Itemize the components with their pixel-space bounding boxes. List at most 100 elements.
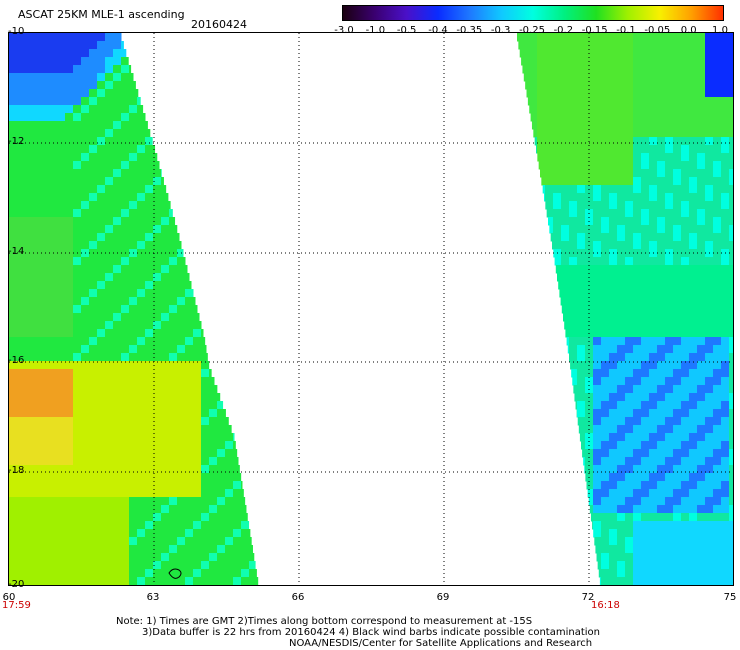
swath-cell — [657, 393, 666, 402]
swath-cell — [673, 217, 682, 226]
swath-cell — [121, 169, 130, 178]
swath-cell — [577, 105, 586, 114]
swath-cell — [657, 361, 666, 370]
swath-cell — [113, 425, 122, 434]
swath-cell — [81, 409, 90, 418]
swath-cell — [561, 153, 570, 162]
swath-cell — [137, 505, 146, 514]
swath-cell — [9, 505, 18, 514]
swath-cell — [57, 105, 66, 114]
swath-cell — [137, 577, 146, 585]
swath-cell — [177, 553, 186, 562]
swath-cell — [97, 393, 106, 402]
swath-cell — [97, 505, 106, 514]
swath-cell — [193, 529, 202, 538]
swath-cell — [633, 353, 642, 362]
swath-cell — [33, 529, 42, 538]
lon-label: 69 — [436, 592, 450, 603]
swath-cell — [41, 409, 50, 418]
swath-cell — [225, 433, 234, 442]
swath-cell — [145, 241, 154, 250]
swath-cell — [649, 465, 658, 474]
swath-cell — [713, 281, 722, 290]
swath-cell — [713, 569, 722, 578]
swath-cell — [57, 313, 66, 322]
swath-cell — [25, 529, 34, 538]
swath-cell — [137, 521, 146, 530]
swath-cell — [65, 57, 74, 66]
swath-cell — [17, 353, 26, 362]
swath-cell — [681, 185, 690, 194]
swath-cell — [697, 553, 706, 562]
swath-cell — [169, 505, 178, 514]
swath-cell — [25, 393, 34, 402]
swath-cell — [49, 201, 58, 210]
swath-cell — [681, 161, 690, 170]
swath-cell — [145, 169, 154, 178]
swath-cell — [81, 65, 90, 74]
swath-cell — [561, 209, 570, 218]
swath-cell — [521, 49, 530, 58]
swath-cell — [592, 521, 594, 530]
swath-cell — [9, 33, 18, 42]
swath-cell — [649, 241, 658, 250]
swath-cell — [97, 345, 106, 354]
swath-cell — [41, 273, 50, 282]
swath-cell — [665, 257, 674, 266]
swath-cell — [633, 273, 642, 282]
swath-cell — [41, 241, 50, 250]
swath-cell — [729, 441, 733, 450]
swath-cell — [65, 497, 74, 506]
swath-cell — [65, 385, 74, 394]
swath-cell — [593, 361, 602, 370]
swath-cell — [121, 401, 130, 410]
swath-cell — [665, 305, 674, 314]
swath-cell — [41, 225, 50, 234]
swath-cell — [177, 545, 186, 554]
swath-cell — [561, 33, 570, 42]
swath-cell — [113, 209, 122, 218]
swath-cell — [161, 297, 170, 306]
swath-cell — [9, 89, 18, 98]
swath-cell — [649, 225, 658, 234]
swath-cell — [81, 57, 90, 66]
swath-cell — [153, 409, 162, 418]
swath-cell — [65, 537, 74, 546]
swath-cell — [25, 113, 34, 122]
swath-cell — [633, 225, 642, 234]
swath-cell — [129, 505, 138, 514]
swath-cell — [609, 369, 618, 378]
swath-cell — [137, 337, 146, 346]
swath-cell — [57, 153, 66, 162]
swath-cell — [25, 289, 34, 298]
swath-cell — [217, 393, 221, 402]
swath-cell — [673, 289, 682, 298]
swath-cell — [177, 313, 186, 322]
swath-cell — [681, 153, 690, 162]
swath-cell — [729, 329, 733, 338]
swath-cell — [641, 201, 650, 210]
swath-cell — [729, 257, 733, 266]
swath-cell — [177, 241, 182, 250]
swath-cell — [73, 353, 82, 362]
swath-cell — [73, 401, 82, 410]
swath-cell — [25, 409, 34, 418]
swath-cell — [617, 401, 626, 410]
colorbar-tick-label: -0.15 — [581, 25, 608, 36]
swath-cell — [673, 73, 682, 82]
swath-cell — [713, 393, 722, 402]
swath-cell — [713, 489, 722, 498]
swath-cell — [225, 481, 234, 490]
swath-cell — [601, 569, 610, 578]
swath-cell — [41, 257, 50, 266]
swath-cell — [689, 489, 698, 498]
swath-cell — [41, 89, 50, 98]
swath-cell — [89, 105, 98, 114]
swath-cell — [689, 121, 698, 130]
swath-cell — [625, 345, 634, 354]
swath-cell — [673, 353, 682, 362]
swath-cell — [49, 273, 58, 282]
swath-cell — [625, 33, 634, 42]
swath-cell — [713, 521, 722, 530]
swath-cell — [121, 353, 130, 362]
